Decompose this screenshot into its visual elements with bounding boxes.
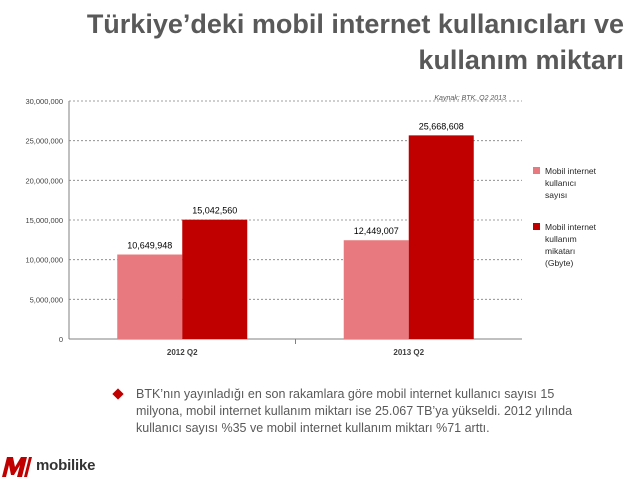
source-note: Kaynak: BTK, Q2 2013 <box>434 95 506 102</box>
data-label: 12,449,007 <box>354 226 399 236</box>
y-tick-label: 30,000,000 <box>25 97 63 106</box>
y-tick-label: 10,000,000 <box>25 256 63 265</box>
y-tick-label: 25,000,000 <box>25 137 63 146</box>
y-tick-label: 5,000,000 <box>30 295 63 304</box>
legend-swatch <box>533 223 540 230</box>
mobilike-logo-icon <box>2 457 32 477</box>
legend-label: Mobil internet kullanım mikatarı (Gbyte) <box>545 222 597 268</box>
x-tick-label: 2013 Q2 <box>393 348 424 357</box>
logo-wordmark: mobilike <box>36 457 96 474</box>
x-tick-label: 2012 Q2 <box>167 348 198 357</box>
bar <box>117 254 183 339</box>
bullet-diamond-icon <box>112 388 124 400</box>
data-label: 15,042,560 <box>192 206 237 216</box>
bar <box>343 240 409 339</box>
bullet-text: BTK’nın yayınladığı en son rakamlara gör… <box>136 387 573 435</box>
mobilike-logo: mobilike <box>2 455 122 477</box>
data-label: 25,668,608 <box>419 121 464 131</box>
data-label: 10,649,948 <box>127 241 172 251</box>
y-tick-label: 15,000,000 <box>25 216 63 225</box>
bar <box>182 219 248 339</box>
page-title: Türkiye’deki mobil internet kullanıcılar… <box>86 9 624 75</box>
bar <box>408 135 474 339</box>
legend-label: Mobil internet kullanıcı sayısı <box>545 166 597 200</box>
legend-swatch <box>533 167 540 174</box>
y-tick-label: 20,000,000 <box>25 176 63 185</box>
bar-chart: 0 5,000,000 10,000,000 15,000,000 20,000,000… <box>25 95 597 357</box>
bullet-point: BTK’nın yayınladığı en son rakamlara gör… <box>112 386 584 437</box>
y-tick-label: 0 <box>59 335 63 344</box>
